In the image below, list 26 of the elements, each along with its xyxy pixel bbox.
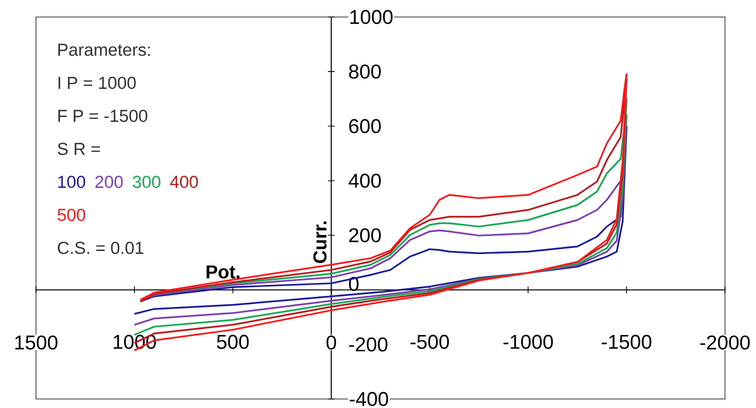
text: 200: [95, 176, 123, 188]
x-tick-label: -2000: [700, 335, 750, 350]
y-tick-label: 600: [349, 119, 381, 134]
y-tick-label: 400: [348, 174, 381, 188]
x-axis-title: Pot.: [206, 265, 240, 278]
x-tick-label: -1000: [503, 334, 553, 349]
text: 500: [58, 208, 86, 221]
x-tick-label: 0: [326, 335, 336, 350]
x-tick-label: -1500: [602, 334, 652, 349]
annotation: F P = -1500: [58, 110, 148, 122]
y-tick-label: 200: [349, 228, 381, 242]
y-tick-label: 800: [349, 64, 381, 79]
annotation: S R =: [58, 142, 100, 155]
text: 400: [170, 176, 198, 188]
y-tick-label: 1000: [350, 10, 393, 24]
y-tick-label: -400: [350, 392, 388, 406]
x-tick-label: 500: [216, 334, 249, 349]
x-tick-label: -500: [410, 334, 449, 349]
text: 100: [58, 176, 86, 188]
y-axis-title: Curr.: [313, 221, 327, 263]
x-tick-label: 1500: [15, 335, 58, 350]
annotation: I P = 1000: [58, 76, 136, 89]
annotation: C.S. = 0.01: [58, 242, 144, 254]
text: 300: [132, 176, 160, 188]
y-tick-label: -200: [349, 337, 388, 352]
annotation: Parameters:: [58, 44, 150, 56]
